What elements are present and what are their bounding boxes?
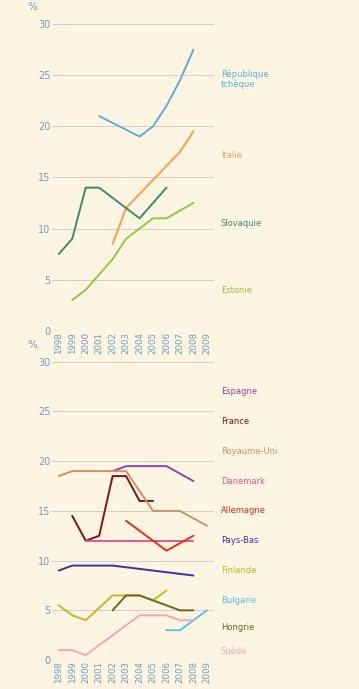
Text: Estonie: Estonie	[221, 287, 252, 296]
Text: %: %	[27, 2, 37, 12]
Text: Royaume-Uni: Royaume-Uni	[221, 446, 277, 455]
Text: Pays-Bas: Pays-Bas	[221, 536, 258, 545]
Text: Finlande: Finlande	[221, 566, 256, 575]
Text: %: %	[27, 340, 37, 350]
Text: Espagne: Espagne	[221, 387, 257, 396]
Text: France: France	[221, 417, 249, 426]
Text: République
tchèque: République tchèque	[221, 70, 269, 89]
Text: Allemagne: Allemagne	[221, 506, 266, 515]
Text: Suède: Suède	[221, 646, 247, 656]
Text: Bulgarie: Bulgarie	[221, 596, 256, 605]
Text: Italie: Italie	[221, 152, 242, 161]
Text: Hongrie: Hongrie	[221, 623, 254, 632]
Text: Danemark: Danemark	[221, 477, 265, 486]
Text: Slovaquie: Slovaquie	[221, 219, 262, 228]
